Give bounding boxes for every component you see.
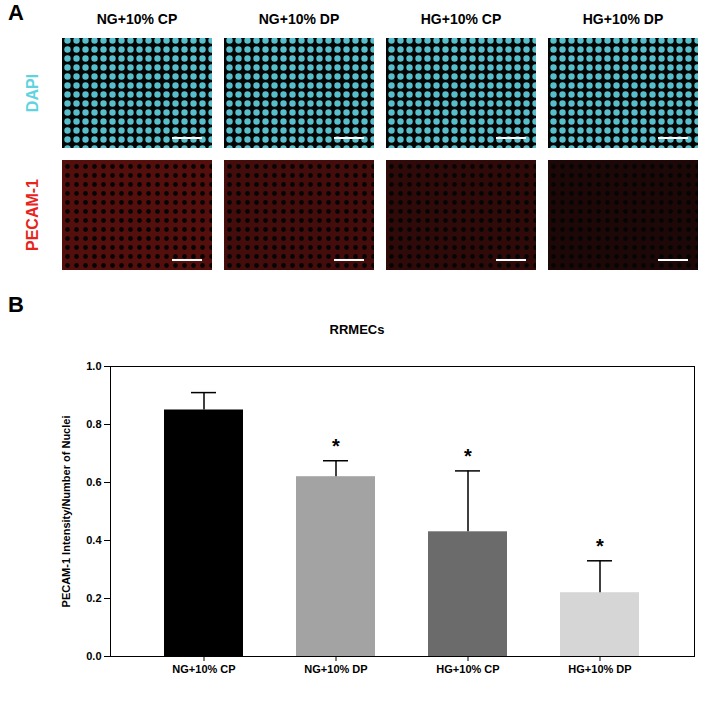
svg-text:A: A <box>8 0 24 25</box>
svg-text:NG+10% CP: NG+10% CP <box>97 11 178 27</box>
svg-text:*: * <box>464 445 472 467</box>
svg-text:PECAM-1 Intensity/Number of Nu: PECAM-1 Intensity/Number of Nuclei <box>60 416 72 608</box>
svg-text:DAPI: DAPI <box>24 74 41 112</box>
svg-text:NG+10% CP: NG+10% CP <box>172 663 235 675</box>
svg-text:0.2: 0.2 <box>86 592 101 604</box>
svg-text:1.0: 1.0 <box>86 360 101 372</box>
svg-text:*: * <box>596 535 604 557</box>
html-text:RRMECs: RRMECs <box>329 322 385 337</box>
svg-text:HG+10% CP: HG+10% CP <box>436 663 499 675</box>
html-text:B: B <box>8 292 24 317</box>
svg-text:0.8: 0.8 <box>86 418 101 430</box>
svg-text:HG+10% CP: HG+10% CP <box>421 11 502 27</box>
svg-text:NG+10% DP: NG+10% DP <box>259 11 340 27</box>
svg-text:0.0: 0.0 <box>86 650 101 662</box>
svg-text:PECAM-1: PECAM-1 <box>24 179 41 251</box>
svg-text:*: * <box>332 435 340 457</box>
svg-text:NG+10% DP: NG+10% DP <box>304 663 367 675</box>
svg-text:HG+10% DP: HG+10% DP <box>583 11 664 27</box>
svg-text:0.6: 0.6 <box>86 476 101 488</box>
svg-text:HG+10% DP: HG+10% DP <box>568 663 631 675</box>
svg-text:0.4: 0.4 <box>86 534 102 546</box>
